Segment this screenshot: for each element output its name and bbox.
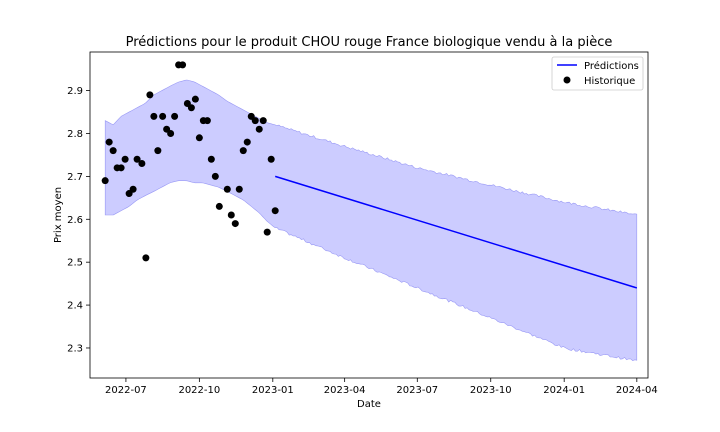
history-point bbox=[171, 112, 179, 120]
history-point bbox=[235, 185, 243, 193]
history-point bbox=[195, 134, 203, 142]
history-point bbox=[243, 138, 251, 146]
x-axis-label: Date bbox=[357, 399, 381, 410]
history-point bbox=[150, 112, 158, 120]
history-point bbox=[159, 112, 167, 120]
y-tick-label: 2.4 bbox=[67, 301, 83, 312]
plot-frame bbox=[89, 51, 649, 379]
history-point bbox=[121, 155, 129, 163]
y-tick-label: 2.8 bbox=[67, 129, 83, 140]
history-point bbox=[263, 228, 271, 236]
history-point bbox=[267, 155, 275, 163]
history-point bbox=[211, 172, 219, 180]
legend-prediction-label: Prédictions bbox=[584, 60, 639, 72]
history-point bbox=[223, 185, 231, 193]
history-point bbox=[255, 125, 263, 133]
x-tick-label: 2024-01 bbox=[543, 385, 585, 396]
chart-title: Prédictions pour le produit CHOU rouge F… bbox=[126, 35, 613, 50]
history-point bbox=[207, 155, 215, 163]
prediction-line bbox=[274, 175, 638, 289]
history-point bbox=[187, 104, 195, 112]
history-point bbox=[105, 138, 113, 146]
history-point bbox=[129, 185, 137, 193]
history-point bbox=[146, 91, 154, 99]
history-point bbox=[251, 117, 259, 125]
prediction-line-layer bbox=[274, 175, 638, 289]
y-tick-label: 2.3 bbox=[67, 343, 83, 354]
confidence-band bbox=[104, 79, 638, 361]
history-point bbox=[138, 160, 146, 168]
history-point bbox=[191, 95, 199, 103]
legend-history-label: Historique bbox=[584, 76, 635, 87]
history-point bbox=[101, 177, 109, 185]
x-tick-label: 2023-01 bbox=[252, 385, 294, 396]
legend: Prédictions Historique bbox=[551, 56, 644, 91]
y-axis: 2.3 2.4 2.5 2.6 2.7 2.8 2.9 bbox=[67, 86, 90, 354]
legend-history-swatch bbox=[563, 76, 571, 84]
history-point bbox=[167, 130, 175, 137]
confidence-band-layer bbox=[104, 79, 638, 361]
history-point bbox=[203, 117, 211, 125]
x-tick-label: 2023-04 bbox=[324, 385, 366, 396]
history-points-layer bbox=[101, 61, 279, 262]
history-point bbox=[142, 254, 150, 262]
history-point bbox=[117, 164, 125, 172]
y-tick-label: 2.7 bbox=[67, 172, 83, 183]
history-point bbox=[231, 220, 239, 228]
x-tick-label: 2024-04 bbox=[616, 385, 658, 396]
y-axis-label: Prix moyen bbox=[53, 187, 64, 243]
x-tick-label: 2023-07 bbox=[396, 385, 438, 396]
x-axis: 2022-07 2022-10 2023-01 2023-04 2023-07 2023-… bbox=[105, 378, 658, 396]
x-tick-label: 2022-10 bbox=[178, 385, 220, 396]
history-point bbox=[109, 147, 117, 155]
y-tick-label: 2.9 bbox=[67, 86, 83, 97]
y-tick-label: 2.5 bbox=[67, 258, 83, 269]
y-tick-label: 2.6 bbox=[67, 215, 83, 226]
history-point bbox=[227, 211, 235, 219]
x-tick-label: 2023-10 bbox=[470, 385, 512, 396]
history-point bbox=[215, 202, 223, 210]
history-point bbox=[259, 117, 267, 125]
history-point bbox=[239, 147, 247, 155]
history-point bbox=[179, 61, 187, 69]
history-point bbox=[154, 147, 162, 155]
history-point bbox=[133, 155, 141, 163]
x-tick-label: 2022-07 bbox=[105, 385, 147, 396]
history-point bbox=[271, 207, 279, 215]
